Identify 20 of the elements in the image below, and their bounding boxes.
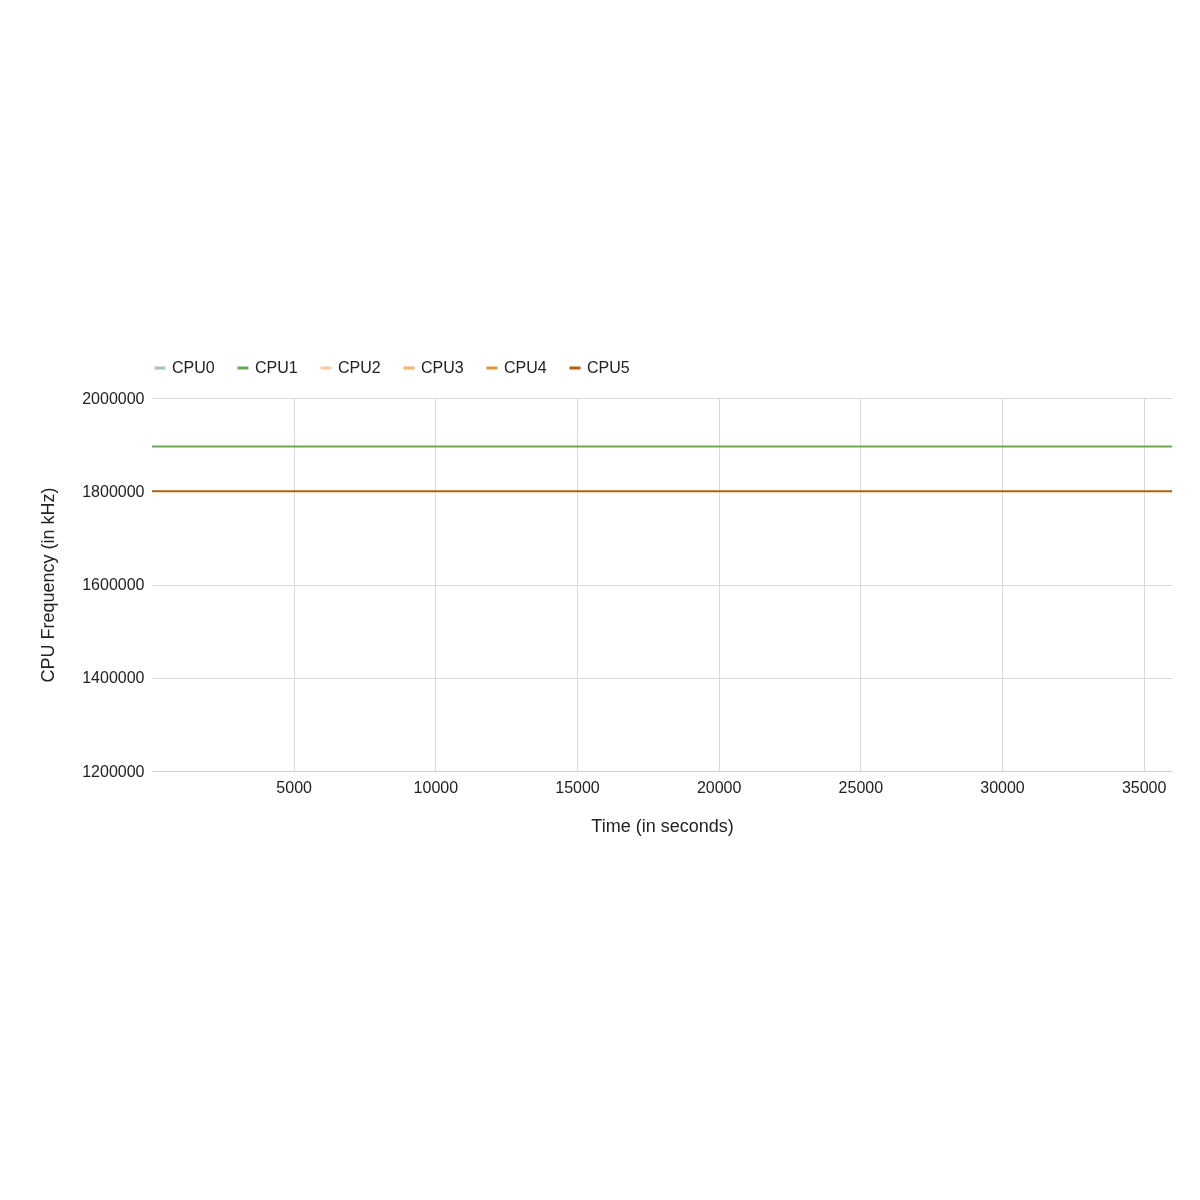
legend-label: CPU3 — [421, 359, 464, 376]
x-tick-label: 10000 — [413, 778, 459, 796]
y-tick-label: 1400000 — [82, 669, 145, 687]
y-tick-label: 1800000 — [82, 482, 145, 500]
legend-label: CPU5 — [587, 359, 630, 376]
x-tick-label: 35000 — [1121, 778, 1167, 796]
legend-label: CPU0 — [172, 359, 215, 376]
x-tick-label: 30000 — [980, 778, 1025, 796]
x-tick-label: 20000 — [696, 778, 742, 796]
y-axis-title: CPU Frequency (in kHz) — [38, 487, 59, 683]
y-tick-label: 2000000 — [82, 389, 145, 407]
x-tick-label: 5000 — [276, 778, 313, 796]
legend-label: CPU2 — [338, 359, 381, 376]
x-tick-label: 15000 — [555, 778, 600, 796]
y-tick-label: 1600000 — [82, 576, 145, 593]
y-tick-label: 1200000 — [82, 762, 145, 780]
x-tick-label: 25000 — [838, 778, 884, 796]
legend-label: CPU1 — [255, 359, 298, 376]
legend-label: CPU4 — [504, 359, 547, 376]
x-axis-title: Time (in seconds) — [591, 815, 734, 836]
